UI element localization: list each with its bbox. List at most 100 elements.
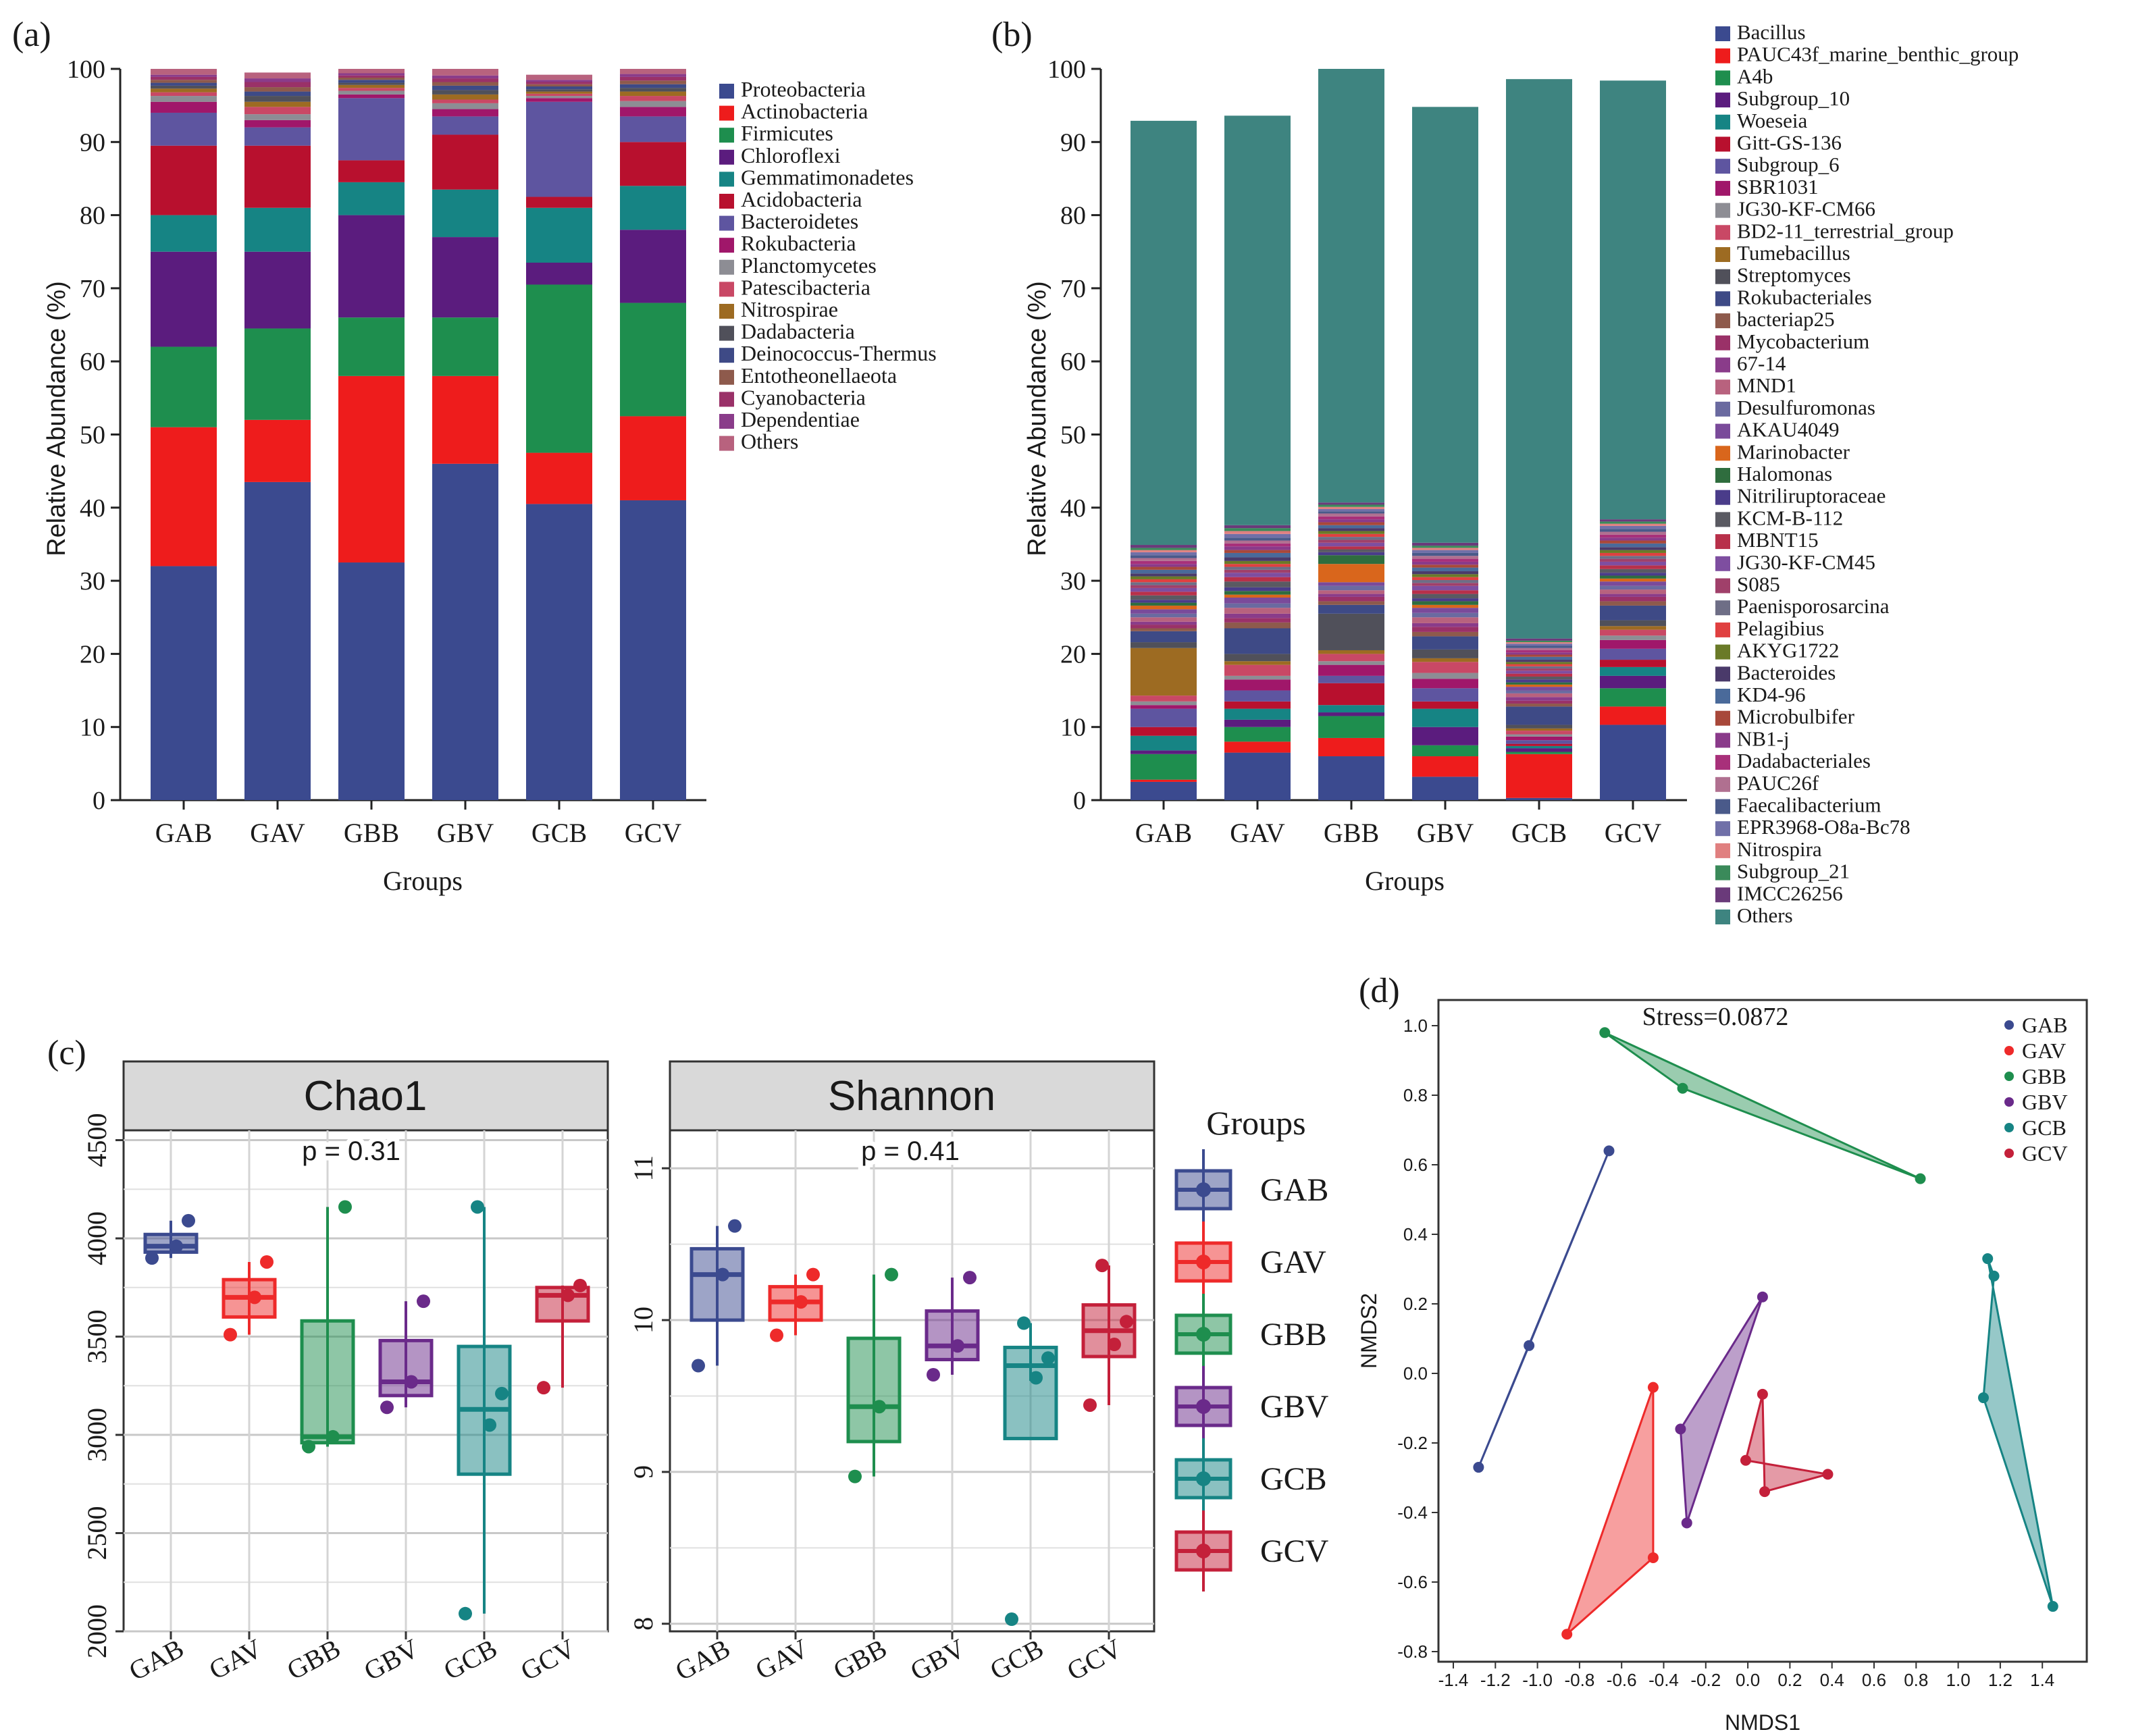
b-bar-segment — [1600, 688, 1666, 707]
b-legend-item: Subgroup_6 — [1737, 153, 1840, 176]
b-bar-segment — [1600, 537, 1666, 541]
a-legend-item: Chloroflexi — [741, 143, 841, 167]
a-bar-segment — [526, 91, 592, 94]
b-bar-segment — [1224, 618, 1291, 623]
b-bar-segment — [1506, 643, 1572, 646]
a-bar-segment — [432, 317, 498, 376]
b-bar-segment — [1131, 727, 1197, 736]
b-legend-swatch — [1715, 777, 1730, 792]
a-bar-segment — [338, 88, 405, 91]
a-bar-segment — [432, 189, 498, 238]
b-bar-segment — [1600, 581, 1666, 586]
b-bar-segment — [1318, 533, 1384, 537]
a-bar-segment — [432, 116, 498, 135]
b-bar-segment — [1318, 613, 1384, 650]
b-bar-segment — [1224, 531, 1291, 534]
panel-d-ylabel: NMDS2 — [1357, 1293, 1381, 1369]
a-bar-segment — [526, 82, 592, 84]
a-bar-segment — [620, 91, 686, 97]
b-bar-segment — [1224, 573, 1291, 577]
a-bar-segment — [620, 416, 686, 500]
b-bar-segment — [1224, 701, 1291, 709]
box-point — [1108, 1338, 1121, 1352]
b-bar-segment — [1506, 79, 1572, 639]
b-bar-segment — [1412, 617, 1478, 623]
a-x-tick-label: GCB — [531, 818, 587, 848]
a-legend-item: Planctomycetes — [741, 253, 877, 278]
box-point — [248, 1290, 261, 1305]
x-tick-label: GAB — [124, 1633, 189, 1686]
b-bar-segment — [1506, 660, 1572, 662]
b-x-tick-label: GBB — [1324, 818, 1379, 848]
a-legend-swatch — [719, 128, 734, 143]
x-tick-label: GBB — [828, 1633, 891, 1685]
a-bar-segment — [432, 237, 498, 318]
b-bar-segment — [1318, 504, 1384, 507]
panel-a: (a) 0 10 20 30 40 50 60 70 80 90 100 GAB GAV GBB GBV GC… — [12, 16, 937, 896]
b-bar-segment — [1600, 565, 1666, 569]
x-tick-label: -0.2 — [1690, 1670, 1721, 1690]
b-x-tick-label: GAB — [1135, 818, 1192, 848]
b-legend-swatch — [1715, 512, 1730, 527]
chao1-strip-title: Chao1 — [304, 1073, 427, 1120]
a-bar-segment — [244, 101, 311, 107]
b-legend-swatch — [1715, 379, 1730, 395]
b-bar-segment — [1131, 591, 1197, 596]
legend-key-dot — [1196, 1327, 1211, 1342]
b-bar-segment — [1131, 558, 1197, 561]
x-tick-label: 1.2 — [1988, 1670, 2012, 1690]
b-bar-segment — [1600, 550, 1666, 553]
b-bar-segment — [1600, 648, 1666, 660]
b-legend-swatch — [1715, 335, 1730, 350]
b-legend-swatch — [1715, 468, 1730, 483]
legend-marker — [2004, 1097, 2014, 1107]
a-y-tick-label: 40 — [80, 494, 105, 523]
y-tick-label: 11 — [628, 1155, 658, 1182]
a-bar-segment — [151, 80, 217, 83]
y-tick-label: -0.4 — [1397, 1502, 1428, 1523]
box-point — [182, 1213, 195, 1228]
b-legend-item: Desulfuromonas — [1737, 396, 1875, 419]
a-legend-item: Deinococcus-Thermus — [741, 341, 937, 365]
a-bar-segment — [244, 82, 311, 88]
point-gbb — [1599, 1027, 1611, 1038]
point-gcb — [1977, 1392, 1989, 1404]
b-bar-segment — [1412, 662, 1478, 673]
b-bar-segment — [1600, 620, 1666, 627]
b-bar-segment — [1412, 546, 1478, 548]
b-bar-segment — [1412, 658, 1478, 662]
b-bar-segment — [1506, 725, 1572, 729]
a-bar-segment — [151, 82, 217, 86]
a-bar-segment — [338, 82, 405, 85]
a-bar-segment — [151, 85, 217, 89]
b-y-tick-label: 0 — [1073, 787, 1086, 815]
b-x-tick-label: GCB — [1511, 818, 1567, 848]
b-y-tick-label: 30 — [1060, 567, 1086, 596]
y-tick-label: 0.0 — [1403, 1363, 1428, 1384]
b-bar-segment — [1412, 594, 1478, 599]
b-bar-segment — [1224, 567, 1291, 570]
a-bar-segment — [338, 160, 405, 182]
b-bar-segment — [1224, 550, 1291, 553]
b-legend-item: BD2-11_terrestrial_group — [1737, 219, 1954, 242]
b-bar-segment — [1318, 582, 1384, 586]
a-bar-segment — [620, 303, 686, 417]
b-bar-segment — [1224, 594, 1291, 598]
b-legend-item: Pelagibius — [1737, 616, 1824, 640]
b-bar-segment — [1318, 540, 1384, 543]
a-bar-segment — [151, 427, 217, 567]
b-bar-segment — [1412, 577, 1478, 581]
b-bar-segment — [1131, 573, 1197, 577]
panel-b-bars — [1131, 69, 1666, 800]
shannon-plot-bg — [669, 1129, 1155, 1633]
b-bar-segment — [1412, 701, 1478, 709]
hull-gbv — [1679, 1296, 1764, 1523]
b-legend-swatch — [1715, 600, 1730, 616]
b-bar-segment — [1600, 543, 1666, 548]
a-bar-segment — [244, 72, 311, 79]
b-bar-segment — [1600, 635, 1666, 640]
a-bar-segment — [620, 84, 686, 88]
b-bar-segment — [1318, 683, 1384, 706]
box-point — [692, 1359, 705, 1373]
b-bar-segment — [1600, 573, 1666, 576]
